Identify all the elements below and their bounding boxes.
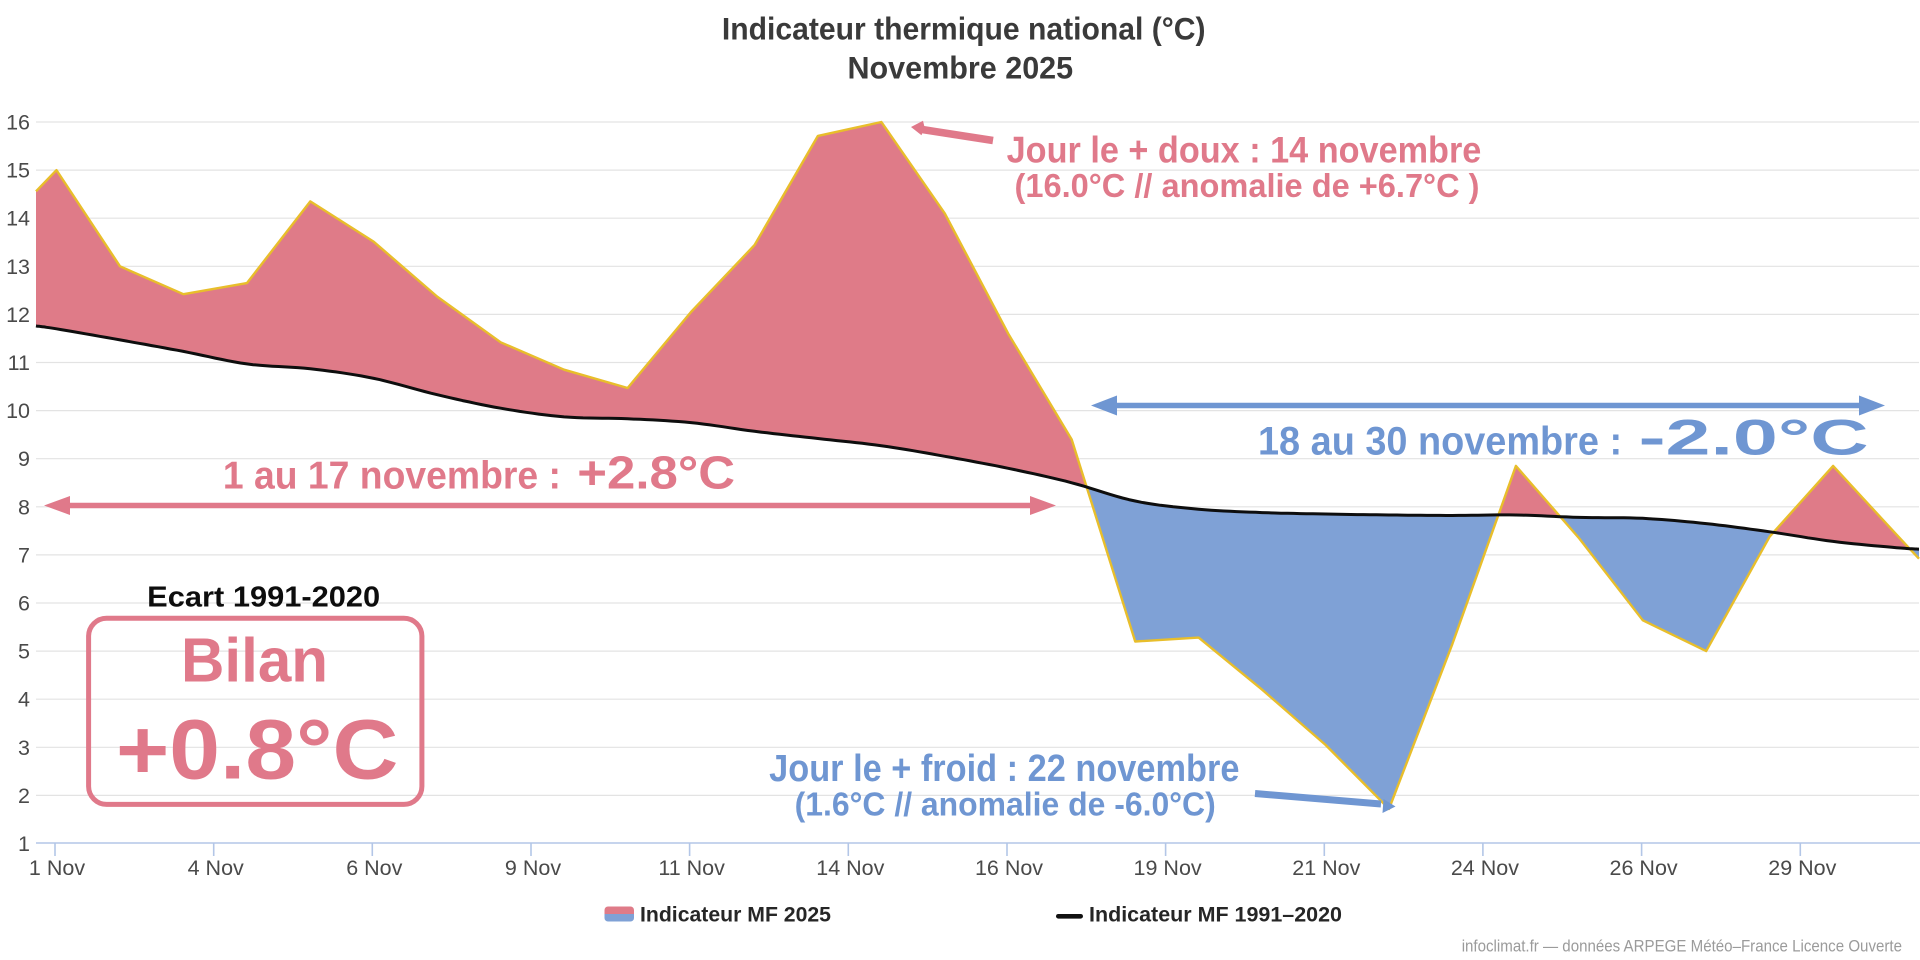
svg-text:7: 7 [18,543,30,567]
svg-text:15: 15 [6,159,30,183]
svg-text:11: 11 [8,351,30,375]
svg-text:4 Nov: 4 Nov [188,856,244,880]
svg-text:16 Nov: 16 Nov [975,856,1043,880]
svg-text:12: 12 [6,303,30,327]
svg-text:1 au 17 novembre : +2.8°C: 1 au 17 novembre : +2.8°C [223,447,735,499]
svg-text:9 Nov: 9 Nov [505,856,561,880]
svg-text:5: 5 [18,640,30,664]
svg-text:19 Nov: 19 Nov [1134,856,1202,880]
svg-text:3: 3 [18,736,30,760]
svg-text:(16.0°C // anomalie de +6.7°C: (16.0°C // anomalie de +6.7°C ) [1015,167,1480,204]
svg-text:Indicateur thermique national: Indicateur thermique national (°C) [722,11,1206,47]
svg-text:8: 8 [18,495,30,519]
svg-text:13: 13 [6,255,30,279]
svg-text:1 Nov: 1 Nov [29,856,85,880]
svg-text:Novembre 2025: Novembre 2025 [847,50,1073,86]
svg-text:14: 14 [6,207,30,231]
svg-text:11 Nov: 11 Nov [658,856,725,880]
svg-text:14 Nov: 14 Nov [816,856,884,880]
svg-text:6: 6 [18,592,30,616]
svg-text:Indicateur MF 2025: Indicateur MF 2025 [640,903,831,927]
svg-text:Jour le + froid : 22 novembre: Jour le + froid : 22 novembre [769,748,1239,790]
svg-text:21 Nov: 21 Nov [1292,856,1360,880]
svg-text:29 Nov: 29 Nov [1768,856,1836,880]
svg-text:26 Nov: 26 Nov [1610,856,1678,880]
svg-text:(1.6°C // anomalie de -6.0°C): (1.6°C // anomalie de -6.0°C) [795,787,1216,824]
svg-text:18 au 30 novembre : -2.0°C: 18 au 30 novembre : -2.0°C [1258,409,1869,465]
svg-text:infoclimat.fr — données ARPEGE: infoclimat.fr — données ARPEGE Météo–Fra… [1462,938,1902,956]
svg-text:16: 16 [6,111,30,135]
svg-text:10: 10 [6,399,30,423]
svg-text:24 Nov: 24 Nov [1451,856,1519,880]
svg-text:Indicateur MF 1991–2020: Indicateur MF 1991–2020 [1089,903,1342,927]
svg-text:+0.8°C: +0.8°C [116,702,398,796]
svg-text:6 Nov: 6 Nov [346,856,402,880]
svg-text:Bilan: Bilan [181,626,328,695]
svg-text:9: 9 [18,447,30,471]
svg-text:4: 4 [18,688,30,712]
svg-text:Ecart 1991-2020: Ecart 1991-2020 [147,582,380,614]
svg-text:2: 2 [18,784,30,808]
svg-text:1: 1 [18,832,30,856]
svg-text:Jour le + doux : 14 novembre: Jour le + doux : 14 novembre [1007,130,1482,171]
